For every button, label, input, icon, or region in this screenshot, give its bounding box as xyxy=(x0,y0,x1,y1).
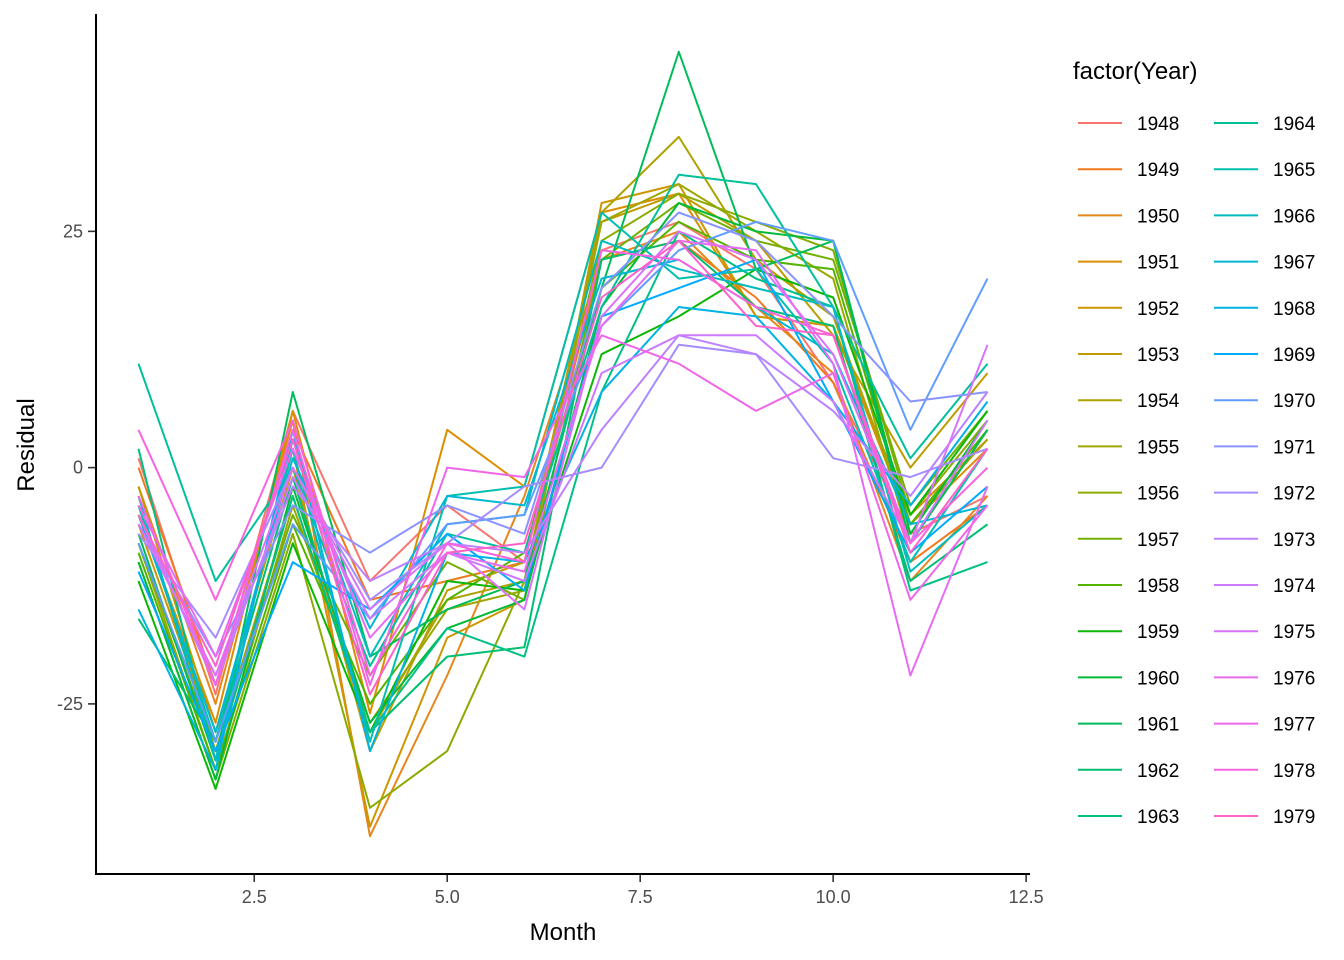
series-line-1963 xyxy=(137,230,988,762)
x-tick-label: 7.5 xyxy=(628,887,653,907)
legend-item-1966: 1966 xyxy=(1214,206,1315,227)
y-tick-label: -25 xyxy=(57,694,83,714)
legend-item-1948: 1948 xyxy=(1078,114,1179,135)
legend-label: 1960 xyxy=(1137,668,1179,689)
legend-item-1957: 1957 xyxy=(1078,530,1179,551)
legend-item-1954: 1954 xyxy=(1078,391,1180,412)
legend-item-1974: 1974 xyxy=(1214,576,1316,597)
legend-label: 1949 xyxy=(1137,160,1179,181)
legend-item-1979: 1979 xyxy=(1214,807,1315,828)
legend-label: 1958 xyxy=(1137,576,1179,597)
legend-label: 1950 xyxy=(1137,206,1179,227)
y-tick-label: 25 xyxy=(63,221,83,241)
legend-label: 1962 xyxy=(1137,761,1179,782)
legend-title: factor(Year) xyxy=(1073,58,1198,85)
x-tick-label: 5.0 xyxy=(435,887,460,907)
legend-item-1962: 1962 xyxy=(1078,761,1179,782)
legend-label: 1974 xyxy=(1273,576,1316,597)
legend-item-1969: 1969 xyxy=(1214,345,1315,366)
y-axis-ticks: -25 0 25 xyxy=(57,221,95,714)
legend-label: 1973 xyxy=(1273,530,1315,551)
legend-label: 1965 xyxy=(1273,160,1315,181)
series-line-1979 xyxy=(137,239,989,696)
legend-label: 1955 xyxy=(1137,437,1179,458)
x-tick-label: 2.5 xyxy=(242,887,267,907)
series-line-1956 xyxy=(137,192,989,809)
series-line-1966 xyxy=(137,239,989,762)
series-line-1974 xyxy=(137,334,989,686)
legend-label: 1951 xyxy=(1137,253,1179,274)
legend-label: 1956 xyxy=(1137,484,1179,505)
legend-label: 1966 xyxy=(1273,206,1315,227)
legend-item-1976: 1976 xyxy=(1214,668,1315,689)
legend-label: 1953 xyxy=(1137,345,1179,366)
series-lines xyxy=(137,50,989,838)
legend-item-1950: 1950 xyxy=(1078,206,1179,227)
legend-item-1965: 1965 xyxy=(1214,160,1315,181)
legend-item-1953: 1953 xyxy=(1078,345,1179,366)
legend-item-1956: 1956 xyxy=(1078,484,1179,505)
legend-label: 1954 xyxy=(1137,391,1180,412)
legend-label: 1969 xyxy=(1273,345,1315,366)
legend-label: 1961 xyxy=(1137,715,1179,736)
legend-item-1967: 1967 xyxy=(1214,253,1315,274)
legend-item-1955: 1955 xyxy=(1078,437,1179,458)
legend: factor(Year) 1948 1949 1950 1951 1952 1953 195… xyxy=(1073,58,1316,828)
legend-item-1972: 1972 xyxy=(1214,484,1315,505)
x-axis-ticks: 2.5 5.0 7.5 10.0 12.5 xyxy=(242,875,1044,907)
legend-item-1973: 1973 xyxy=(1214,530,1315,551)
legend-label: 1968 xyxy=(1273,299,1315,320)
legend-item-1961: 1961 xyxy=(1078,715,1179,736)
series-line-1952 xyxy=(137,183,989,828)
legend-item-1975: 1975 xyxy=(1214,622,1315,643)
legend-label: 1971 xyxy=(1273,437,1315,458)
legend-label: 1970 xyxy=(1273,391,1315,412)
legend-item-1963: 1963 xyxy=(1078,807,1179,828)
x-tick-label: 10.0 xyxy=(816,887,851,907)
y-tick-label: 0 xyxy=(73,458,83,478)
y-axis-title: Residual xyxy=(13,398,40,491)
series-line-1971 xyxy=(137,211,988,658)
series-line-1976 xyxy=(137,239,989,677)
legend-item-1949: 1949 xyxy=(1078,160,1179,181)
legend-label: 1963 xyxy=(1137,807,1179,828)
series-line-1975 xyxy=(137,230,989,677)
legend-label: 1967 xyxy=(1273,253,1315,274)
legend-label: 1972 xyxy=(1273,484,1315,505)
legend-item-1978: 1978 xyxy=(1214,761,1315,782)
legend-label: 1976 xyxy=(1273,668,1315,689)
legend-items: 1948 1949 1950 1951 1952 1953 1954 1955 1956 1957… xyxy=(1078,114,1316,828)
legend-item-1968: 1968 xyxy=(1214,299,1315,320)
series-line-1950 xyxy=(137,230,989,838)
legend-label: 1978 xyxy=(1273,761,1315,782)
series-line-1961 xyxy=(137,50,989,762)
legend-item-1958: 1958 xyxy=(1078,576,1179,597)
legend-label: 1952 xyxy=(1137,299,1179,320)
legend-item-1951: 1951 xyxy=(1078,253,1179,274)
x-tick-label: 12.5 xyxy=(1009,887,1044,907)
legend-item-1977: 1977 xyxy=(1214,715,1315,736)
legend-label: 1979 xyxy=(1273,807,1315,828)
legend-item-1959: 1959 xyxy=(1078,622,1179,643)
legend-label: 1975 xyxy=(1273,622,1315,643)
legend-label: 1964 xyxy=(1273,114,1316,135)
legend-label: 1948 xyxy=(1137,114,1179,135)
legend-item-1964: 1964 xyxy=(1214,114,1316,135)
series-line-1969 xyxy=(137,258,989,753)
legend-label: 1977 xyxy=(1273,715,1315,736)
series-line-1958 xyxy=(137,220,989,771)
legend-item-1952: 1952 xyxy=(1078,299,1179,320)
series-line-1967 xyxy=(137,258,988,734)
legend-item-1970: 1970 xyxy=(1214,391,1315,412)
x-axis-title: Month xyxy=(530,919,597,946)
legend-item-1971: 1971 xyxy=(1214,437,1315,458)
legend-label: 1957 xyxy=(1137,530,1179,551)
legend-label: 1959 xyxy=(1137,622,1179,643)
legend-item-1960: 1960 xyxy=(1078,668,1179,689)
